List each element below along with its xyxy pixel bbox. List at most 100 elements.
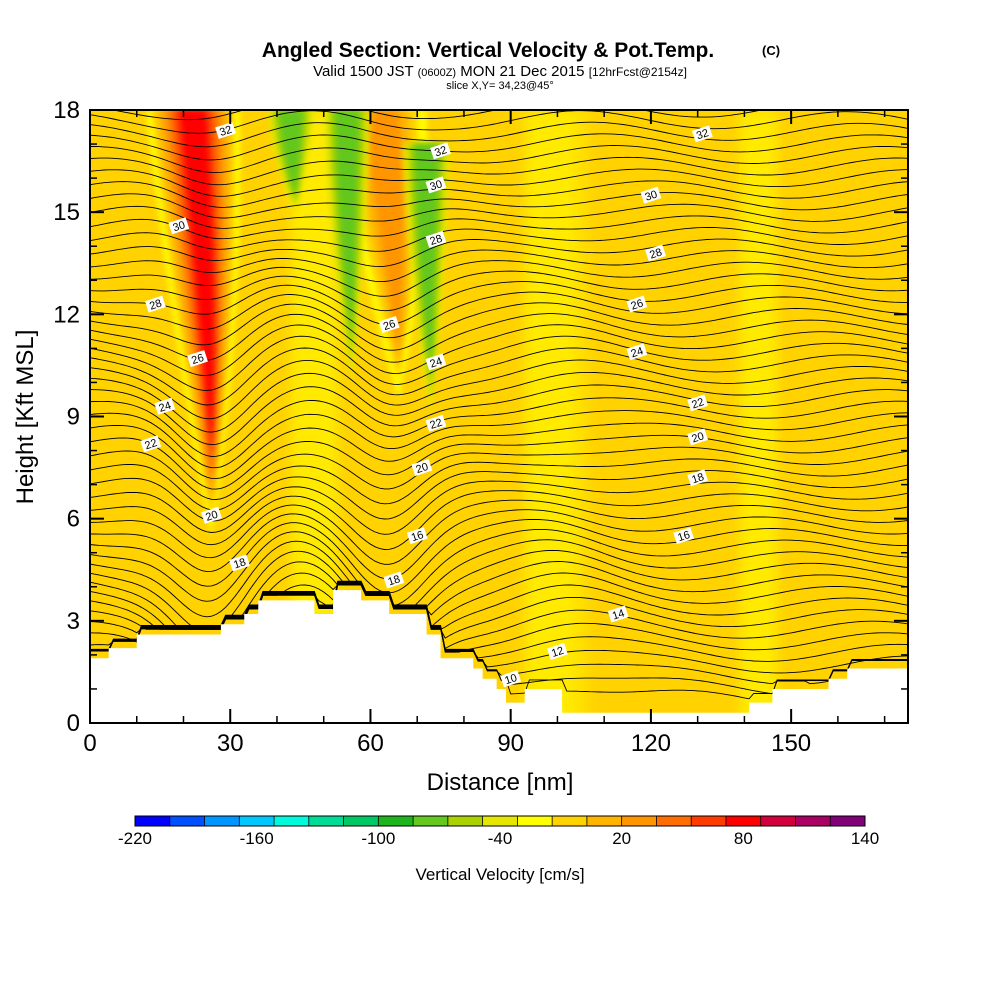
contour-label-text: 10 (503, 672, 518, 687)
slice-info: slice X,Y= 34,23@45° (446, 80, 554, 92)
colorbar-swatch (135, 816, 171, 826)
theta-contour-line (90, 281, 908, 325)
plot-area: 10 12 14 16 16 18 18 18 20 20 20 22 22 22 24 24 24 26 26 26… (53, 97, 909, 757)
contour-label-text: 14 (611, 607, 626, 622)
contour-label: 20 (411, 459, 433, 476)
contour-label: 30 (425, 176, 447, 193)
velocity-band (334, 110, 360, 344)
contour-label: 22 (140, 435, 162, 452)
contour-label-text: 28 (429, 233, 444, 248)
y-tick-label: 18 (53, 97, 80, 124)
contour-label: 10 (500, 670, 522, 687)
contour-label: 16 (673, 527, 695, 544)
theta-contours (90, 110, 908, 700)
theta-contour-line (90, 397, 908, 457)
theta-contour-line (90, 249, 908, 283)
theta-contour-line (90, 203, 908, 229)
valid-utc: (0600Z) (418, 67, 457, 79)
theta-contour-line (90, 371, 908, 433)
valid-date: MON 21 Dec 2015 (460, 63, 584, 80)
x-tick-label: 150 (771, 730, 811, 757)
contour-label: 18 (229, 554, 250, 571)
contour-label: 20 (687, 428, 709, 445)
terrain-mask (90, 590, 908, 723)
colorbar-swatch (343, 816, 379, 826)
contour-label: 32 (691, 125, 713, 142)
contour-label: 18 (687, 469, 709, 486)
valid-time-line: Valid 1500 JST (0600Z) MON 21 Dec 2015 [… (313, 63, 687, 80)
theta-contour-line (90, 434, 908, 490)
theta-contour-line (90, 168, 908, 197)
contour-label: 32 (430, 142, 451, 159)
theta-contour-line (90, 291, 908, 339)
contour-label-text: 26 (630, 297, 645, 312)
theta-contour-line (90, 260, 908, 297)
contour-label-text: 30 (429, 178, 444, 193)
y-axis-label: Height [Kft MSL] (12, 330, 39, 505)
contour-label: 14 (607, 605, 629, 623)
colorbar-swatch (795, 816, 831, 826)
x-tick-label: 30 (217, 730, 244, 757)
colorbar-tick-label: -220 (118, 829, 152, 848)
contour-label: 22 (425, 414, 447, 432)
chart-title-unit: (C) (762, 43, 780, 58)
contour-label-text: 16 (410, 529, 425, 544)
colorbar-swatch (691, 816, 727, 826)
contour-label: 32 (215, 121, 236, 139)
theta-contour-line (90, 518, 908, 594)
contour-label-text: 26 (382, 318, 397, 333)
contour-label: 26 (626, 295, 648, 313)
contour-label-text: 32 (218, 124, 233, 139)
theta-contour-line (90, 470, 908, 522)
colorbar-swatch (413, 816, 449, 826)
theta-contour-line (90, 180, 908, 208)
contour-label: 22 (687, 394, 709, 411)
y-tick-label: 12 (53, 301, 80, 328)
colorbar-swatch (308, 816, 345, 826)
y-tick-label: 6 (67, 506, 80, 533)
colorbar-label: Vertical Velocity [cm/s] (415, 865, 584, 884)
theta-contour-line (90, 581, 908, 685)
contour-label: 26 (187, 350, 208, 367)
theta-contour-line (90, 302, 908, 351)
theta-contour-line (90, 499, 908, 565)
theta-contour-line (90, 446, 908, 500)
velocity-streak (463, 110, 511, 723)
contour-label-text: 28 (648, 246, 663, 261)
theta-contour-line (90, 359, 908, 420)
contour-label-text: 22 (429, 417, 444, 432)
contour-label-text: 18 (690, 471, 705, 486)
contour-label-text: 18 (386, 573, 401, 588)
contour-label: 28 (425, 230, 447, 248)
contour-label: 28 (145, 295, 166, 313)
colorbar-frame (134, 815, 866, 827)
contour-label-text: 30 (171, 219, 186, 234)
theta-contour-line (90, 583, 908, 653)
contour-label: 24 (154, 397, 176, 415)
y-tick-label: 0 (67, 710, 80, 737)
theta-contour-line (90, 156, 908, 186)
colorbar-swatch (447, 816, 484, 826)
colorbar-swatch (586, 816, 623, 826)
contour-label-text: 16 (676, 529, 691, 544)
theta-contour-line (90, 324, 908, 376)
colorbar-tick-label: 140 (851, 829, 879, 848)
x-tick-label: 120 (631, 730, 671, 757)
colorbar-tick-label: 80 (734, 829, 753, 848)
colorbar-swatch (204, 816, 240, 826)
contour-label-text: 28 (148, 297, 163, 312)
contour-label-text: 30 (644, 188, 659, 203)
theta-contour-line (90, 549, 908, 630)
x-axis-label: Distance [nm] (427, 769, 574, 796)
contour-label-text: 20 (690, 430, 705, 445)
x-tick-label: 90 (497, 730, 524, 757)
theta-contour-line (90, 490, 908, 550)
theta-contour-line (90, 215, 908, 240)
axis-ticks: 0 30 60 90 120 150 0 3 6 9 12 15 18 (53, 97, 908, 757)
contour-label: 24 (425, 353, 447, 371)
contour-label: 28 (645, 244, 667, 262)
colorbar-tick-label: -160 (240, 829, 274, 848)
forecast-run: [12hrFcst@2154z] (589, 65, 687, 79)
theta-contour-line (90, 384, 908, 446)
contour-label-text: 12 (550, 645, 565, 660)
